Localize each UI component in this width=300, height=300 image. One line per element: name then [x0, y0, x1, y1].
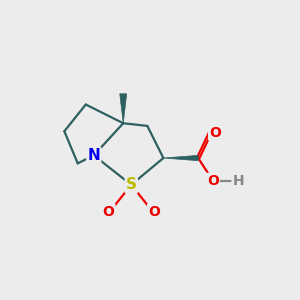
- Text: O: O: [103, 205, 114, 219]
- Polygon shape: [164, 155, 198, 161]
- Text: N: N: [87, 148, 100, 163]
- Text: H: H: [232, 174, 244, 188]
- Text: O: O: [207, 174, 219, 188]
- Text: O: O: [209, 126, 221, 140]
- Text: S: S: [126, 177, 137, 192]
- Text: O: O: [148, 205, 160, 219]
- Polygon shape: [120, 94, 127, 123]
